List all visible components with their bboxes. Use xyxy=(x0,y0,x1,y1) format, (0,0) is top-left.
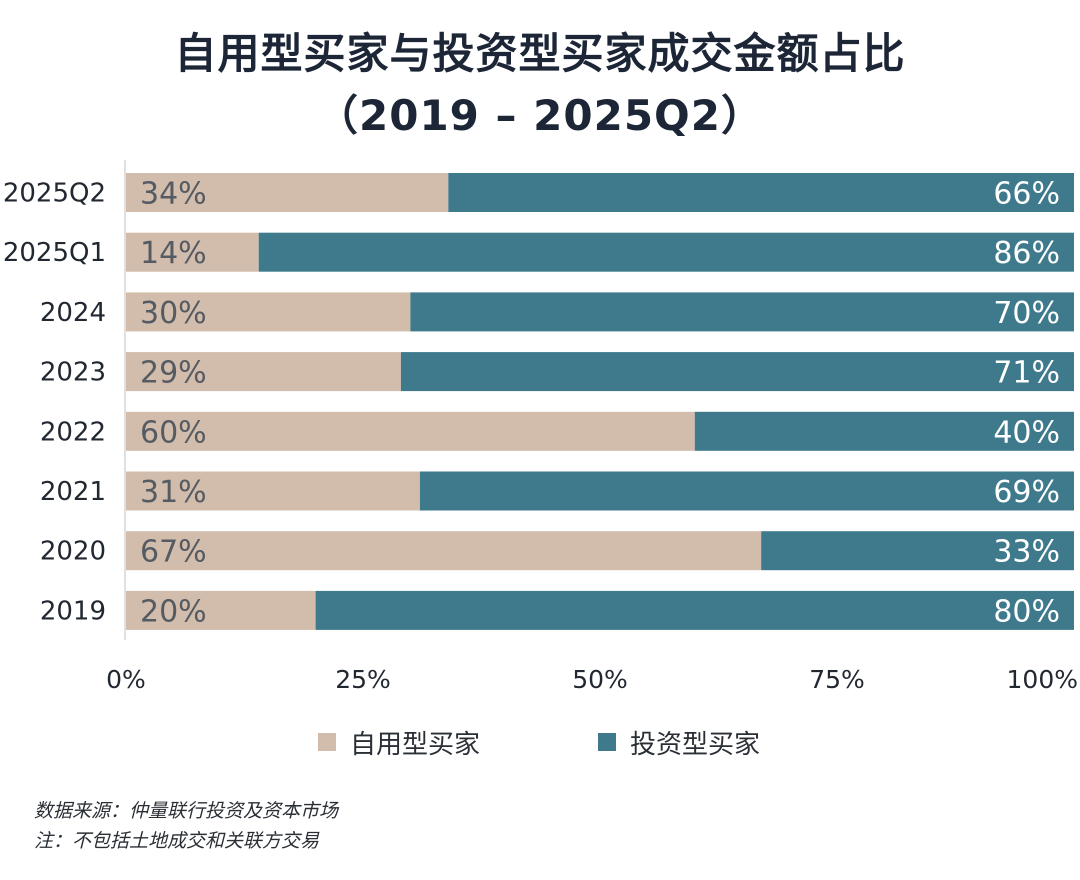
source-note: 数据来源：仲量联行投资及资本市场 xyxy=(34,800,339,822)
data-label-investor: 86% xyxy=(993,236,1060,271)
x-tick-label: 25% xyxy=(335,665,391,694)
data-label-owner: 67% xyxy=(140,535,207,570)
bar-segment-investor xyxy=(410,292,1074,332)
data-label-investor: 80% xyxy=(993,594,1060,629)
data-label-owner: 14% xyxy=(140,236,207,271)
legend: 自用型买家 投资型买家 xyxy=(0,722,1080,762)
x-tick-label: 50% xyxy=(572,665,628,694)
data-label-investor: 40% xyxy=(993,415,1060,450)
bar-segment-investor xyxy=(694,411,1074,451)
data-label-owner: 30% xyxy=(140,296,207,331)
bar-segment-owner xyxy=(126,292,411,332)
category-label: 2023 xyxy=(40,358,106,388)
data-label-investor: 69% xyxy=(993,475,1060,510)
x-tick-label: 0% xyxy=(106,665,146,694)
bar-segment-investor xyxy=(258,232,1075,272)
data-label-owner: 29% xyxy=(140,356,207,391)
legend-item-investor: 投资型买家 xyxy=(598,722,760,762)
data-label-owner: 20% xyxy=(140,594,207,629)
data-label-investor: 66% xyxy=(993,177,1060,212)
bar-segment-investor xyxy=(419,471,1074,511)
chart-title: 自用型买家与投资型买家成交金额占比 xyxy=(174,29,906,78)
data-label-investor: 71% xyxy=(993,356,1060,391)
legend-item-owner: 自用型买家 xyxy=(318,722,480,762)
footnote: 注：不包括土地成交和关联方交易 xyxy=(34,830,320,852)
legend-label-owner: 自用型买家 xyxy=(350,729,481,760)
bar-segment-investor xyxy=(315,590,1075,630)
stacked-bar-chart: 2025Q2 34% 66% 2025Q1 14% 86% 2024 30% 70% 2023 29… xyxy=(3,160,1078,694)
x-tick-label: 100% xyxy=(1007,665,1078,694)
bar-segment-investor xyxy=(448,173,1074,212)
category-label: 2024 xyxy=(40,298,106,328)
bar-segment-owner xyxy=(126,232,259,272)
bar-segment-investor xyxy=(761,531,1074,571)
category-label: 2021 xyxy=(40,477,106,507)
chart-subtitle: （2019 – 2025Q2） xyxy=(316,91,764,140)
data-label-owner: 31% xyxy=(140,475,207,510)
data-label-investor: 33% xyxy=(993,535,1060,570)
data-label-owner: 60% xyxy=(140,415,207,450)
category-label: 2020 xyxy=(40,537,106,567)
category-label: 2025Q2 xyxy=(3,179,106,209)
bar-segment-owner xyxy=(126,471,420,511)
legend-swatch-owner xyxy=(318,733,336,751)
category-label: 2022 xyxy=(40,417,106,447)
data-label-investor: 70% xyxy=(993,296,1060,331)
category-label: 2025Q1 xyxy=(3,238,106,268)
bar-segment-investor xyxy=(400,352,1074,392)
x-tick-label: 75% xyxy=(809,665,865,694)
bar-segment-owner xyxy=(126,411,695,451)
data-label-owner: 34% xyxy=(140,177,207,212)
legend-label-investor: 投资型买家 xyxy=(630,729,761,760)
bar-segment-owner xyxy=(126,352,401,392)
category-label: 2019 xyxy=(40,596,106,626)
bar-segment-owner xyxy=(126,531,762,571)
bar-segment-owner xyxy=(126,590,316,630)
bar-segment-owner xyxy=(126,173,449,212)
legend-swatch-investor xyxy=(598,733,616,751)
